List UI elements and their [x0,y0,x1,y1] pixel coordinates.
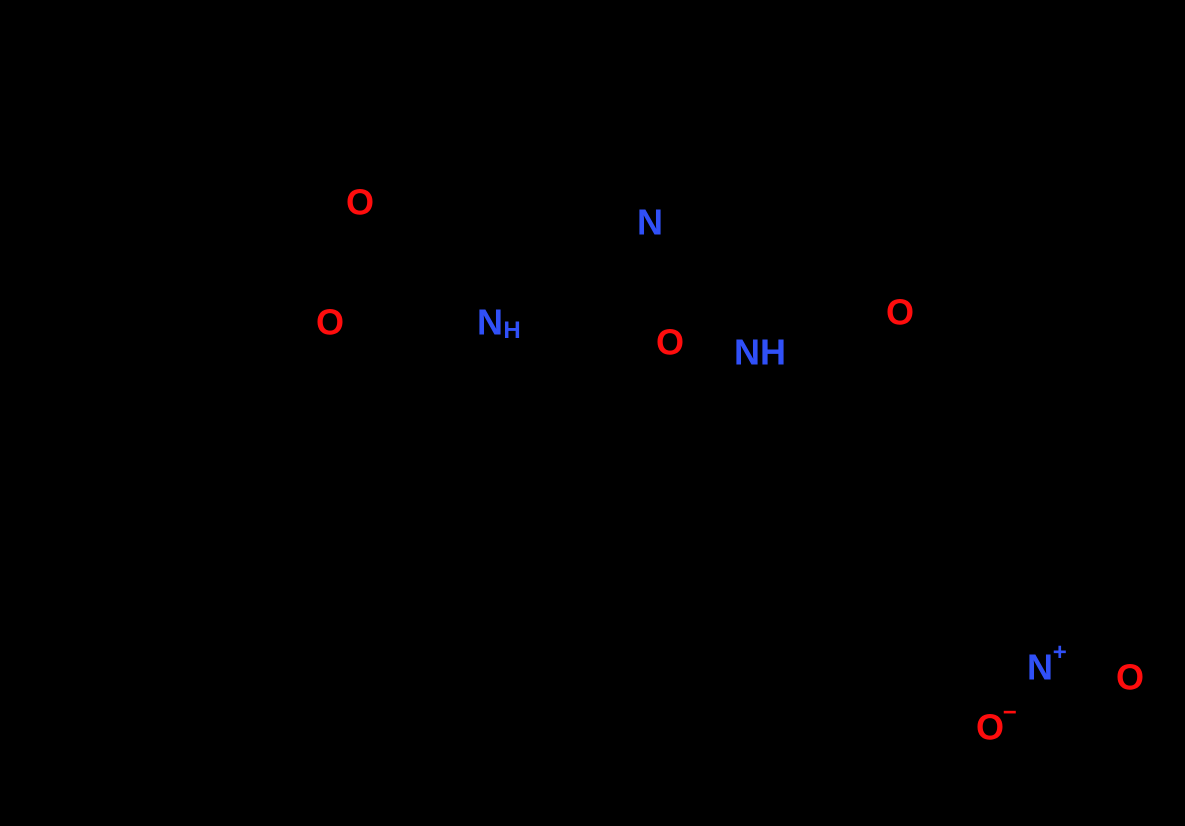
bond [730,140,810,180]
bond [514,339,570,370]
bond [103,190,164,224]
atom-label: N [477,302,503,343]
bond [10,280,90,370]
bond [800,405,860,470]
bond [880,425,960,470]
bond [880,560,960,605]
atom-label: O [886,292,914,333]
atom-sub-label: H [503,317,520,344]
atom-label-group: O− [976,699,1017,747]
bond [103,336,164,370]
bond [800,560,880,605]
atom-label-group: O [656,322,684,363]
bond [960,560,1028,654]
chemical-structure-svg: ONHONONHON+OO− [0,0,1185,826]
bond [960,425,1040,470]
bond [730,90,810,140]
atom-label-group: O [1116,657,1144,698]
atom-label-group: NH [734,332,786,373]
bond [1060,669,1111,675]
bond [410,595,490,640]
bond [363,225,407,371]
bond [90,190,170,235]
bond [250,335,313,370]
bond [330,595,410,640]
bond [369,223,413,369]
bond [490,460,570,505]
bond [648,327,654,333]
bond [785,367,860,405]
bonds-layer [4,90,1111,715]
atom-label-group: N [637,202,663,243]
bond [410,460,490,505]
atom-label: O [316,302,344,343]
bond [343,471,404,505]
atom-label: N [637,202,663,243]
bond [170,325,250,370]
bond [10,190,90,235]
atom-label-group: O [346,182,374,223]
bond [90,325,170,370]
bond [410,339,466,370]
bond [570,325,650,370]
bond [1059,675,1110,681]
atom-label: N [1027,647,1053,688]
atom-label: NH [734,332,786,373]
atom-label: O [656,322,684,363]
bond [650,90,730,140]
atom-label: O [976,707,1004,748]
atoms-layer: ONHONONHON+OO− [316,182,1144,748]
bond [330,460,410,505]
atom-label: O [1116,657,1144,698]
atom-label-group: NH [477,302,521,344]
bond [730,180,810,225]
atom-label-group: N+ [1027,639,1067,687]
atom-charge: − [1003,699,1017,726]
atom-charge: + [1053,639,1067,666]
atom-label-group: O [886,292,914,333]
bond [667,180,730,215]
bond [343,595,404,629]
atom-label: O [346,182,374,223]
bond [893,571,954,605]
bond [893,425,954,459]
atom-label-group: O [316,302,344,343]
bond [860,405,880,425]
